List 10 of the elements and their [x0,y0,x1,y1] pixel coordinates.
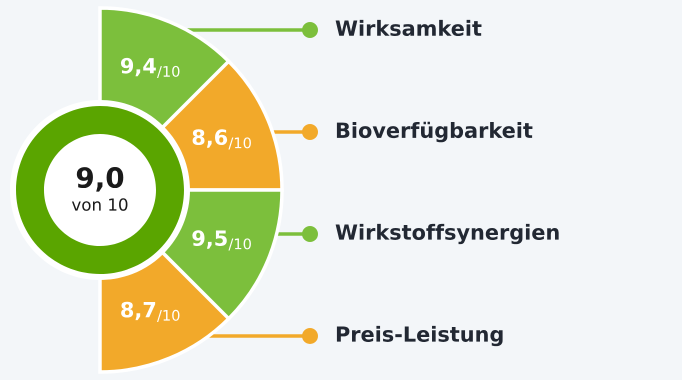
text: von 10 [72,198,128,211]
data-label: 8,7$_{/10}$ [121,302,180,322]
data-label: 8,6$_{/10}$ [192,129,251,150]
text: 9,0 [76,167,124,192]
category-label: Wirkstoffsynergien [336,224,559,244]
category-label: Preis-Leistung [336,326,503,346]
data-label: 9,5$_{/10}$ [192,230,251,251]
data-label: 9,4$_{/10}$ [120,58,180,78]
category-label: Wirksamkeit [336,20,482,36]
category-label: Bioverfügbarkeit [336,122,532,142]
